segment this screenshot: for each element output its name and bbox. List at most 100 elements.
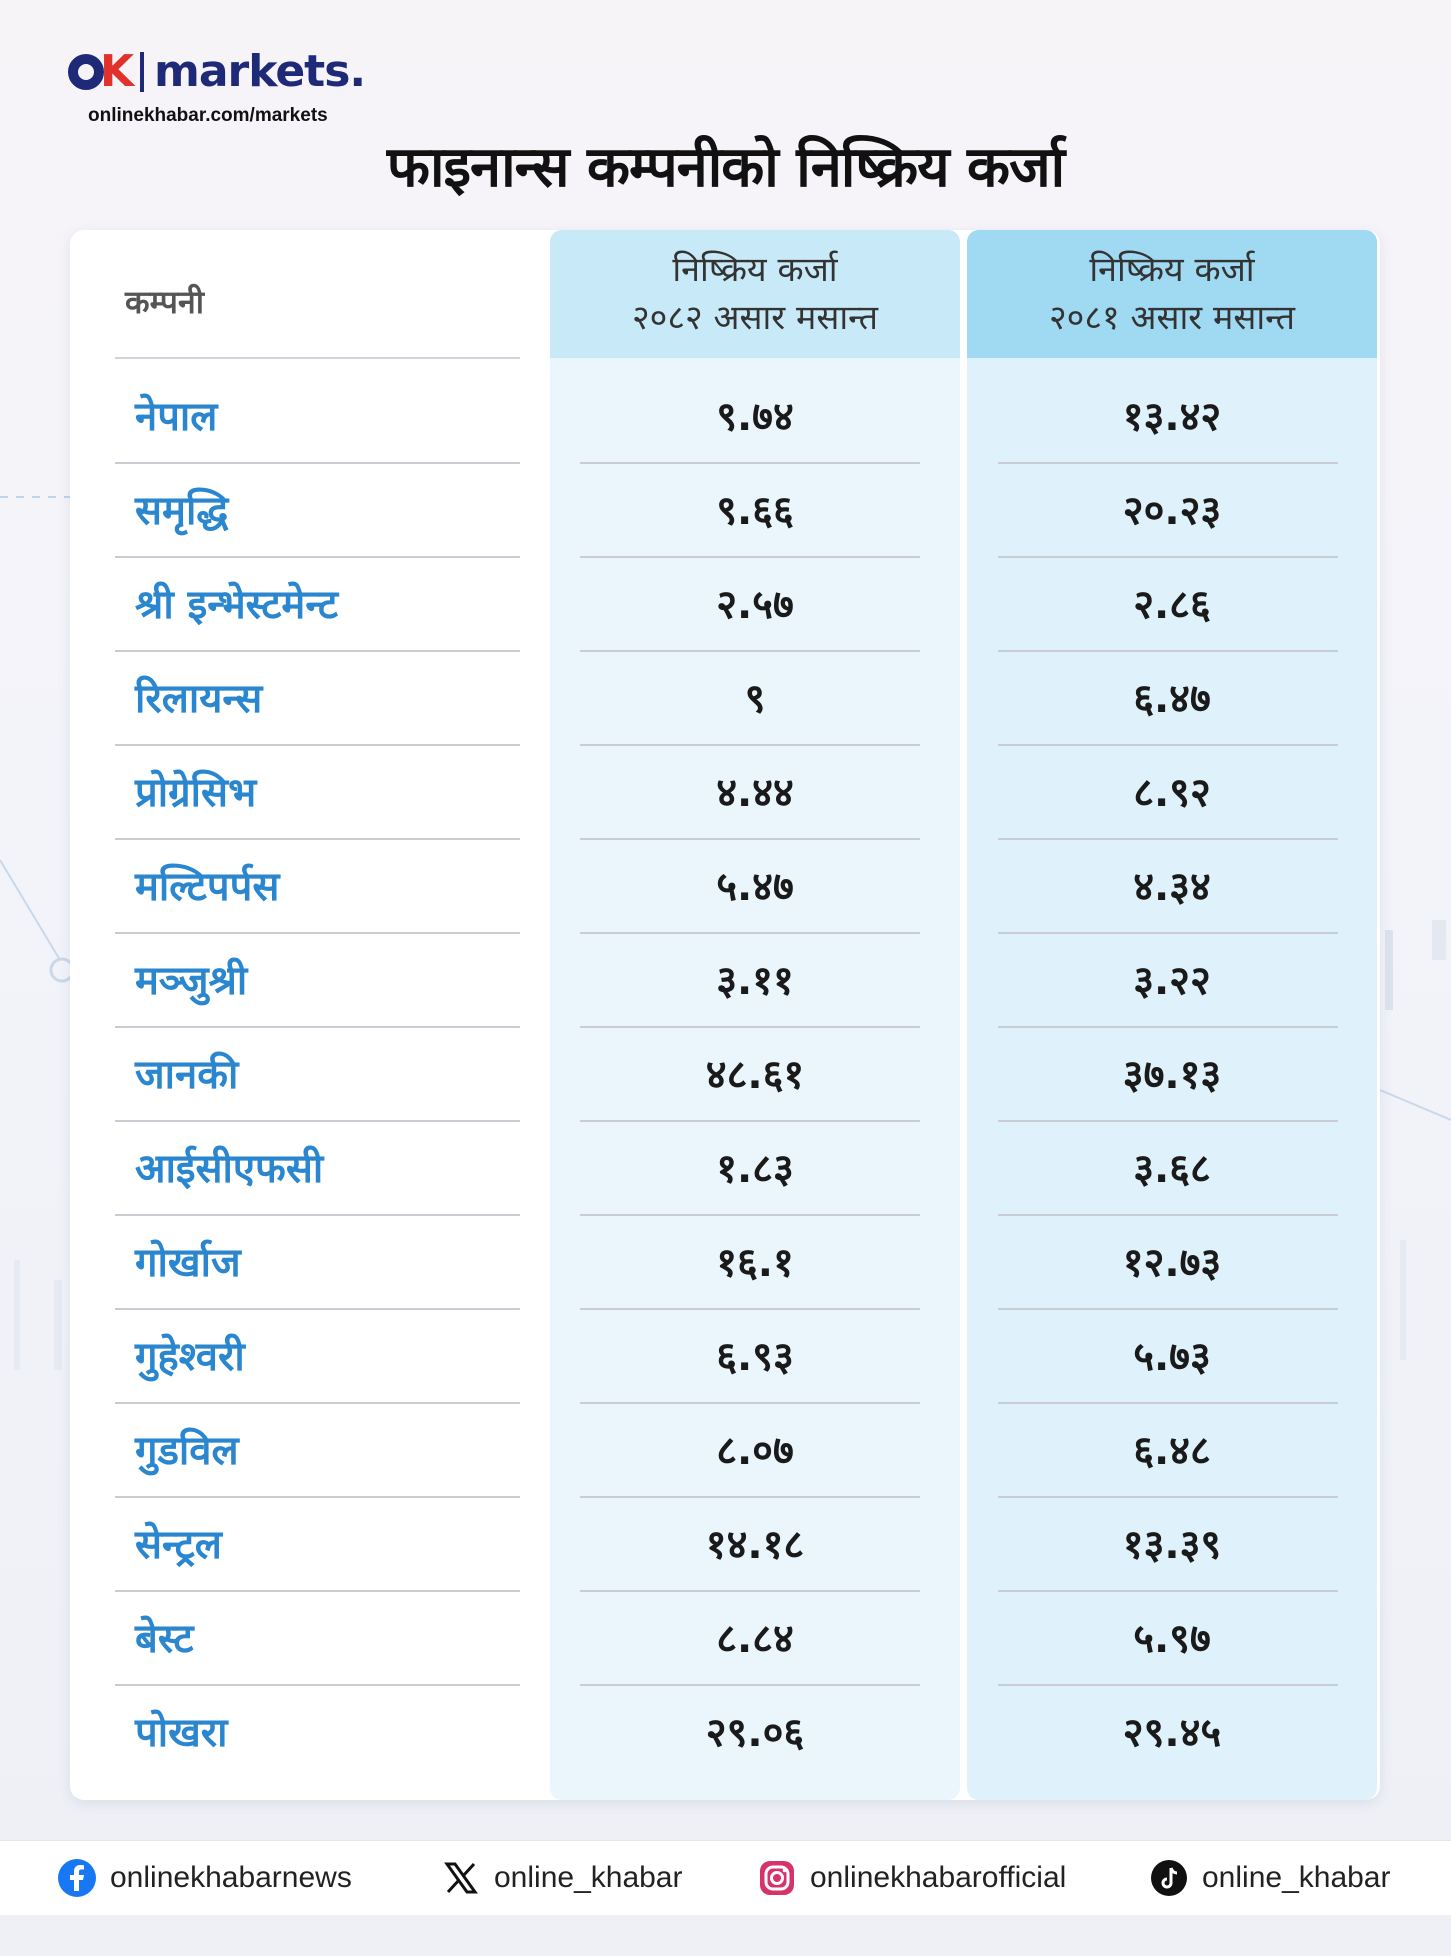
company-name: नेपाल <box>135 394 218 440</box>
facebook-link[interactable]: onlinekhabarnews <box>56 1841 352 1915</box>
company-name: प्रोग्रेसिभ <box>135 770 257 816</box>
row-divider <box>115 1026 520 1028</box>
x-link[interactable]: online_khabar <box>440 1841 682 1915</box>
header-2081-line1: निष्क्रिय कर्जा <box>1089 250 1255 290</box>
npl-2082-value: १६.१ <box>716 1240 794 1286</box>
table-row: गुहेश्वरी ६.९३ ५.७३ <box>70 1310 1380 1404</box>
site-url[interactable]: onlinekhabar.com/markets <box>88 105 328 126</box>
row-divider <box>998 1026 1338 1028</box>
header-2081: निष्क्रिय कर्जा २०८१ असार मसान्त <box>967 230 1377 358</box>
npl-2081-value: ३.२२ <box>1133 958 1211 1004</box>
row-divider <box>580 744 920 746</box>
table-row: मल्टिपर्पस ५.४७ ४.३४ <box>70 840 1380 934</box>
npl-2081-value: २०.२३ <box>1122 488 1222 534</box>
row-divider <box>998 1684 1338 1686</box>
npl-2081-value: ५.७३ <box>1133 1334 1211 1380</box>
row-divider <box>580 556 920 558</box>
npl-2082-value: ८.०७ <box>716 1428 794 1474</box>
row-divider <box>998 1308 1338 1310</box>
row-divider <box>998 838 1338 840</box>
npl-2081-value: १३.४२ <box>1122 394 1222 440</box>
row-divider <box>580 932 920 934</box>
npl-2081-value: १२.७३ <box>1122 1240 1222 1286</box>
header-divider <box>115 357 520 359</box>
company-name: गुडविल <box>135 1428 239 1474</box>
npl-2082-value: २.५७ <box>716 582 794 628</box>
company-name: मञ्जुश्री <box>135 958 248 1004</box>
tiktok-handle: online_khabar <box>1202 1861 1391 1894</box>
x-icon <box>440 1857 482 1899</box>
page-title: फाइनान्स कम्पनीको निष्क्रिय कर्जा <box>386 135 1065 200</box>
header-2082-line1: निष्क्रिय कर्जा <box>672 250 838 290</box>
markets-wordmark: markets. <box>154 46 366 97</box>
instagram-icon <box>756 1857 798 1899</box>
x-handle: online_khabar <box>494 1861 683 1894</box>
row-divider <box>115 462 520 464</box>
npl-2082-value: ९.७४ <box>716 394 794 440</box>
facebook-handle: onlinekhabarnews <box>110 1861 352 1894</box>
table-row: नेपाल ९.७४ १३.४२ <box>70 370 1380 464</box>
npl-2081-value: २.८६ <box>1133 582 1211 628</box>
company-name: समृद्धि <box>135 488 229 534</box>
row-divider <box>998 1590 1338 1592</box>
tiktok-link[interactable]: online_khabar <box>1148 1841 1390 1915</box>
row-divider <box>998 1496 1338 1498</box>
company-name: आईसीएफसी <box>135 1146 324 1192</box>
npl-2081-value: २९.४५ <box>1122 1710 1222 1756</box>
npl-2081-value: ८.९२ <box>1133 770 1211 816</box>
row-divider <box>115 1120 520 1122</box>
table-row: प्रोग्रेसिभ ४.४४ ८.९२ <box>70 746 1380 840</box>
npl-2082-value: १४.१८ <box>705 1522 805 1568</box>
npl-2082-value: ९ <box>744 676 766 722</box>
header-company: कम्पनी <box>125 283 205 321</box>
table-row: सेन्ट्रल १४.१८ १३.३९ <box>70 1498 1380 1592</box>
company-name: जानकी <box>135 1052 239 1098</box>
npl-table: कम्पनी निष्क्रिय कर्जा २०८२ असार मसान्त … <box>70 230 1380 1800</box>
table-row: मञ्जुश्री ३.११ ३.२२ <box>70 934 1380 1028</box>
npl-2081-value: ५.९७ <box>1133 1616 1211 1662</box>
facebook-icon <box>56 1857 98 1899</box>
row-divider <box>998 744 1338 746</box>
row-divider <box>998 1120 1338 1122</box>
row-divider <box>115 744 520 746</box>
npl-2082-value: ६.९३ <box>716 1334 794 1380</box>
row-divider <box>998 650 1338 652</box>
row-divider <box>115 650 520 652</box>
npl-2082-value: २९.०६ <box>705 1710 805 1756</box>
npl-2082-value: ४.४४ <box>716 770 794 816</box>
npl-2081-value: ६.४८ <box>1133 1428 1211 1474</box>
row-divider <box>580 1496 920 1498</box>
company-name: गुहेश्वरी <box>135 1334 245 1380</box>
row-divider <box>115 1684 520 1686</box>
social-footer: onlinekhabarnews online_khabar onlinekha… <box>0 1840 1451 1915</box>
company-name: बेस्ट <box>135 1616 194 1662</box>
row-divider <box>998 462 1338 464</box>
row-divider <box>998 556 1338 558</box>
row-divider <box>580 1120 920 1122</box>
tiktok-icon <box>1148 1857 1190 1899</box>
row-divider <box>998 1402 1338 1404</box>
row-divider <box>580 462 920 464</box>
table-row: गोर्खाज १६.१ १२.७३ <box>70 1216 1380 1310</box>
instagram-link[interactable]: onlinekhabarofficial <box>756 1841 1066 1915</box>
row-divider <box>115 1402 520 1404</box>
table-row: रिलायन्स ९ ६.४७ <box>70 652 1380 746</box>
row-divider <box>115 1214 520 1216</box>
row-divider <box>998 1214 1338 1216</box>
table-row: पोखरा २९.०६ २९.४५ <box>70 1686 1380 1780</box>
table-row: गुडविल ८.०७ ६.४८ <box>70 1404 1380 1498</box>
row-divider <box>580 838 920 840</box>
npl-2081-value: ३.६८ <box>1133 1146 1211 1192</box>
company-name: पोखरा <box>135 1710 228 1756</box>
row-divider <box>998 932 1338 934</box>
company-name: श्री इन्भेस्टमेन्ट <box>135 582 339 628</box>
table-row: समृद्धि ९.६६ २०.२३ <box>70 464 1380 558</box>
table-row: जानकी ४८.६१ ३७.१३ <box>70 1028 1380 1122</box>
instagram-handle: onlinekhabarofficial <box>810 1861 1067 1894</box>
row-divider <box>115 1590 520 1592</box>
header-2081-line2: २०८१ असार मसान्त <box>1049 298 1295 338</box>
company-name: मल्टिपर्पस <box>135 864 280 910</box>
table-row: आईसीएफसी १.८३ ३.६८ <box>70 1122 1380 1216</box>
header-2082-line2: २०८२ असार मसान्त <box>632 298 878 338</box>
